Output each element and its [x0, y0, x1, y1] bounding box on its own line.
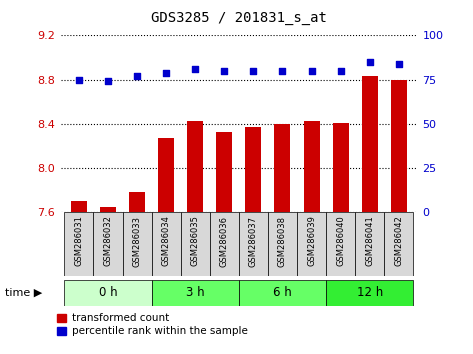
Text: GSM286041: GSM286041 — [365, 216, 374, 266]
Bar — [152, 280, 239, 306]
Bar — [210, 212, 239, 276]
Bar — [158, 138, 174, 212]
Bar — [297, 212, 326, 276]
Bar — [64, 280, 152, 306]
Point — [162, 70, 170, 75]
Bar — [129, 193, 145, 212]
Bar — [152, 212, 181, 276]
Text: 0 h: 0 h — [99, 286, 117, 299]
Text: GSM286035: GSM286035 — [191, 216, 200, 267]
Bar — [326, 212, 355, 276]
Point — [220, 68, 228, 74]
Bar — [64, 212, 94, 276]
Bar — [304, 121, 320, 212]
Text: GSM286039: GSM286039 — [307, 216, 316, 267]
Bar — [355, 212, 384, 276]
Bar — [239, 280, 326, 306]
Point — [279, 68, 286, 74]
Point — [366, 59, 374, 65]
Bar — [274, 124, 290, 212]
Text: 3 h: 3 h — [186, 286, 204, 299]
Text: GSM286033: GSM286033 — [132, 216, 141, 267]
Bar — [333, 123, 349, 212]
Bar — [245, 127, 262, 212]
Text: GSM286036: GSM286036 — [220, 216, 229, 267]
Text: time ▶: time ▶ — [5, 288, 42, 298]
Point — [133, 73, 141, 79]
Text: GSM286040: GSM286040 — [336, 216, 345, 266]
Bar — [326, 280, 413, 306]
Text: GSM286038: GSM286038 — [278, 216, 287, 267]
Bar — [362, 76, 378, 212]
Text: GSM286032: GSM286032 — [104, 216, 113, 267]
Bar — [216, 132, 232, 212]
Bar — [100, 207, 116, 212]
Point — [250, 68, 257, 74]
Text: GDS3285 / 201831_s_at: GDS3285 / 201831_s_at — [151, 11, 327, 25]
Text: GSM286031: GSM286031 — [74, 216, 83, 267]
Bar — [71, 201, 87, 212]
Bar — [187, 121, 203, 212]
Point — [337, 68, 344, 74]
Text: 6 h: 6 h — [273, 286, 292, 299]
Bar — [94, 212, 123, 276]
Point — [192, 66, 199, 72]
Text: GSM286034: GSM286034 — [162, 216, 171, 267]
Point — [395, 61, 403, 67]
Point — [75, 77, 83, 82]
Text: 12 h: 12 h — [357, 286, 383, 299]
Legend: transformed count, percentile rank within the sample: transformed count, percentile rank withi… — [57, 313, 248, 336]
Text: GSM286042: GSM286042 — [394, 216, 403, 266]
Bar — [391, 80, 407, 212]
Bar — [268, 212, 297, 276]
Bar — [384, 212, 413, 276]
Bar — [239, 212, 268, 276]
Bar — [181, 212, 210, 276]
Text: GSM286037: GSM286037 — [249, 216, 258, 267]
Point — [104, 79, 112, 84]
Bar — [123, 212, 152, 276]
Point — [308, 68, 315, 74]
